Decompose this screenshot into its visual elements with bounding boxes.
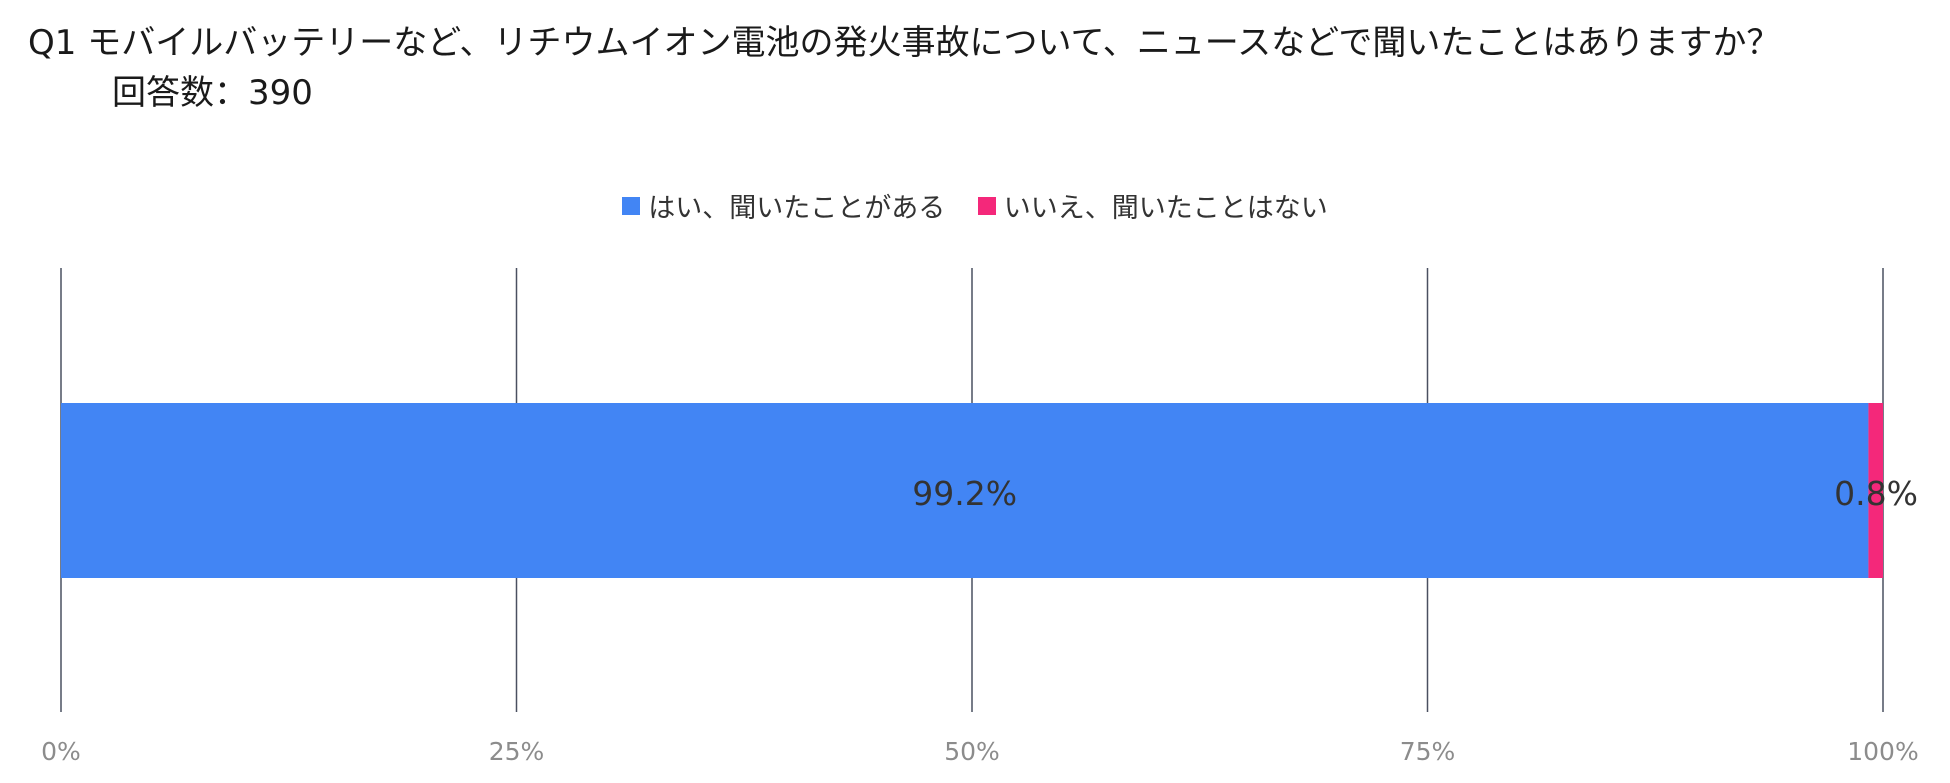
legend-swatch-yes (622, 196, 641, 215)
chart-title: Q1 モバイルバッテリーなど、リチウムイオン電池の発火事故について、ニュースなど… (28, 18, 1780, 118)
x-tick-label-0: 0% (41, 737, 81, 766)
legend-item-no: いいえ、聞いたことはない (977, 186, 1328, 225)
data-label-1: 0.8% (1834, 474, 1918, 513)
response-count: 回答数：390 (112, 73, 313, 113)
data-label-0: 99.2% (912, 474, 1017, 513)
question-title: Q1 モバイルバッテリーなど、リチウムイオン電池の発火事故について、ニュースなど… (28, 23, 1781, 63)
x-tick-label-4: 100% (1847, 737, 1918, 766)
x-tick-label-3: 75% (1400, 737, 1456, 766)
legend-swatch-no (977, 196, 996, 215)
legend-item-yes: はい、聞いたことがある (622, 186, 945, 225)
legend-label-no: いいえ、聞いたことはない (1003, 193, 1328, 224)
legend: はい、聞いたことがある いいえ、聞いたことはない (0, 186, 1950, 225)
bar-segment-1 (1868, 403, 1883, 578)
x-tick-label-1: 25% (489, 737, 545, 766)
bar-segment-0 (61, 403, 1869, 578)
legend-label-yes: はい、聞いたことがある (648, 193, 946, 224)
x-tick-label-2: 50% (944, 737, 1000, 766)
